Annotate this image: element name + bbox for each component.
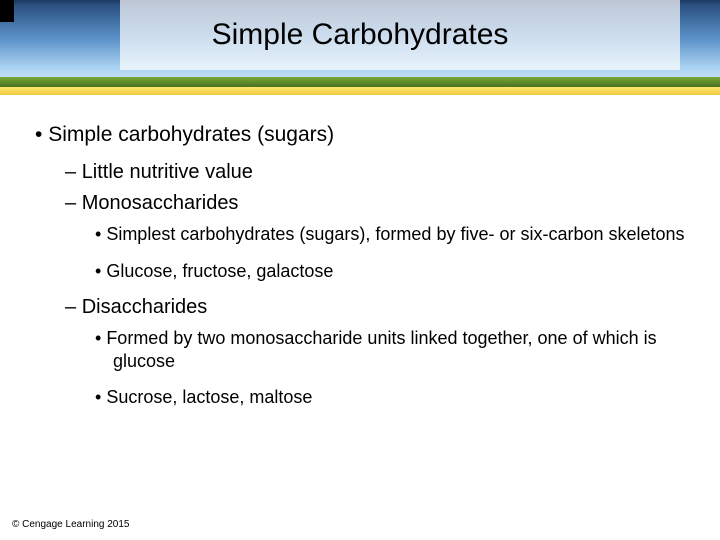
bullet-level2: Monosaccharides (65, 192, 685, 215)
bullet-text: Simplest carbohydrates (sugars), formed … (106, 224, 684, 244)
bullet-level2: Little nutritive value (65, 161, 685, 184)
bullet-level3: Glucose, fructose, galactose (95, 260, 685, 283)
bullet-text: Sucrose, lactose, maltose (106, 387, 312, 407)
bullet-level3: Simplest carbohydrates (sugars), formed … (95, 223, 685, 246)
grass-strip (0, 77, 720, 87)
slide-title: Simple Carbohydrates (0, 18, 720, 52)
copyright-text: © Cengage Learning 2015 (12, 519, 129, 530)
slide-header: Simple Carbohydrates (0, 0, 720, 95)
slide-content: Simple carbohydrates (sugars) Little nut… (0, 95, 720, 409)
bullet-text: Glucose, fructose, galactose (106, 261, 333, 281)
bullet-level1: Simple carbohydrates (sugars) (35, 123, 685, 147)
accent-bar (0, 87, 720, 95)
bullet-level2: Disaccharides (65, 296, 685, 319)
bullet-level3: Sucrose, lactose, maltose (95, 386, 685, 409)
bullet-level3: Formed by two monosaccharide units linke… (95, 327, 685, 372)
bullet-text: Formed by two monosaccharide units linke… (106, 328, 656, 371)
